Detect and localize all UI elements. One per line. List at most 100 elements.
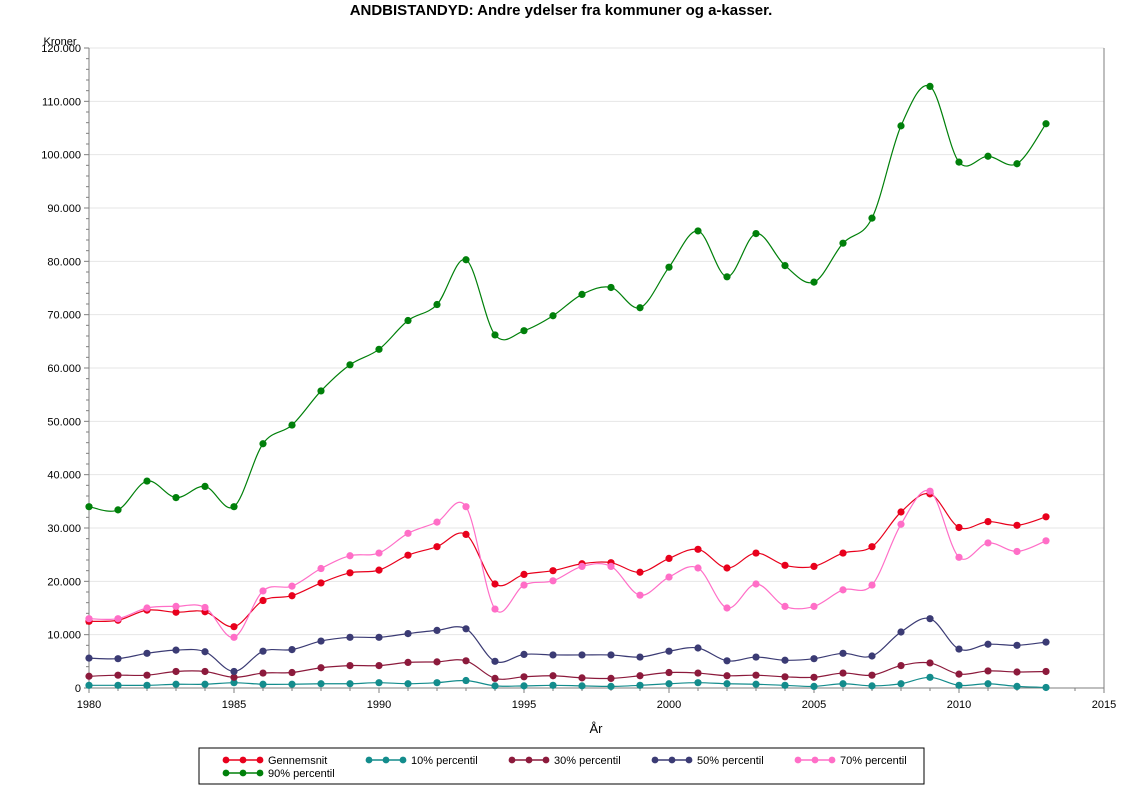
series-line	[88, 84, 1047, 512]
data-point	[665, 668, 673, 677]
data-point	[201, 667, 209, 676]
data-point	[143, 604, 151, 612]
data-point	[694, 227, 702, 235]
data-point	[288, 582, 296, 590]
data-point	[984, 667, 992, 675]
data-point	[665, 680, 673, 688]
data-point	[665, 647, 673, 655]
data-point	[1042, 638, 1050, 646]
data-point	[230, 667, 238, 676]
data-point	[172, 494, 180, 502]
data-point	[375, 662, 383, 670]
data-point	[1013, 682, 1021, 691]
series-line	[88, 659, 1047, 680]
data-point	[375, 549, 383, 557]
data-point	[636, 568, 644, 576]
data-point	[520, 673, 528, 681]
data-point	[520, 682, 528, 690]
data-point	[375, 345, 383, 353]
x-tick-label: 2015	[1092, 699, 1116, 711]
data-point	[172, 608, 180, 616]
data-point	[897, 520, 905, 528]
data-point	[578, 562, 586, 571]
data-point	[607, 283, 615, 292]
data-point	[317, 579, 325, 587]
series	[85, 82, 1050, 692]
legend-label: 30% percentil	[554, 755, 621, 767]
data-point	[85, 503, 93, 511]
data-point	[636, 672, 644, 680]
data-point	[781, 673, 789, 681]
legend-label: 90% percentil	[268, 768, 335, 780]
data-point	[288, 646, 296, 654]
x-tick-label: 1995	[512, 699, 536, 711]
data-point	[781, 681, 789, 689]
data-point	[955, 158, 963, 166]
data-point	[1013, 668, 1021, 676]
data-point	[520, 581, 528, 589]
data-point	[1013, 547, 1021, 556]
data-point	[172, 602, 180, 611]
data-point	[172, 680, 180, 688]
data-point	[810, 602, 818, 611]
data-point	[723, 672, 731, 680]
data-point	[317, 664, 325, 672]
series-5	[85, 82, 1050, 514]
y-tick-label: 10.000	[47, 630, 81, 642]
data-point	[897, 508, 905, 516]
data-point	[810, 278, 818, 286]
data-point	[404, 658, 412, 667]
data-point	[462, 625, 470, 633]
y-tick-label: 40.000	[47, 470, 81, 482]
data-point	[1013, 160, 1021, 168]
data-point	[404, 630, 412, 638]
data-point	[723, 680, 731, 688]
data-point	[85, 654, 93, 662]
data-point	[462, 657, 470, 665]
chart-title: ANDBISTANDYD: Andre ydelser fra kommuner…	[350, 2, 773, 19]
series-1	[85, 673, 1050, 692]
data-point	[723, 657, 731, 665]
data-point	[549, 567, 557, 575]
data-point	[607, 651, 615, 659]
data-point	[694, 564, 702, 572]
data-point	[433, 679, 441, 687]
data-point	[665, 263, 673, 271]
legend-swatch-marker	[256, 769, 264, 777]
grid	[89, 47, 1104, 636]
data-point	[984, 539, 992, 547]
data-point	[404, 680, 412, 688]
data-point	[433, 658, 441, 666]
data-point	[810, 562, 818, 571]
data-point	[404, 316, 412, 325]
data-point	[549, 577, 557, 585]
data-point	[1042, 537, 1050, 545]
data-point	[694, 644, 702, 652]
data-point	[433, 518, 441, 526]
data-point	[636, 591, 644, 599]
data-point	[549, 312, 557, 320]
y-tick-label: 120.000	[41, 43, 81, 55]
data-point	[462, 256, 470, 264]
data-point	[201, 680, 209, 688]
data-point	[85, 615, 93, 623]
series-line	[88, 617, 1047, 673]
data-point	[346, 361, 354, 369]
data-point	[868, 543, 876, 551]
data-point	[491, 674, 499, 683]
data-point	[317, 680, 325, 688]
data-point	[462, 676, 470, 685]
data-point	[346, 662, 354, 670]
legend-item: 70% percentil	[794, 755, 907, 767]
data-point	[114, 655, 122, 663]
data-point	[868, 214, 876, 222]
legend-swatch-marker	[256, 756, 264, 764]
data-point	[288, 680, 296, 688]
x-tick-label: 1985	[222, 699, 246, 711]
data-point	[955, 681, 963, 689]
data-point	[201, 603, 209, 612]
data-point	[85, 672, 93, 680]
legend-item: Gennemsnit	[222, 755, 327, 767]
data-point	[230, 633, 238, 641]
data-point	[926, 673, 934, 681]
